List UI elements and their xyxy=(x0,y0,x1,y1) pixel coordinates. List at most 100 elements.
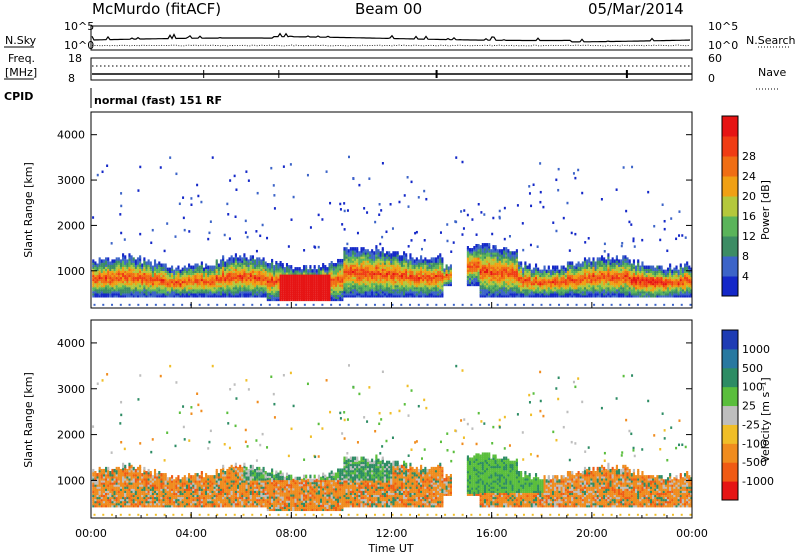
power-cell xyxy=(200,283,203,288)
power-cell xyxy=(130,267,133,271)
power-cell xyxy=(562,294,565,298)
power-cell xyxy=(686,263,689,267)
power-cell xyxy=(362,257,365,261)
power-cell xyxy=(471,280,474,285)
power-cell xyxy=(611,283,614,288)
power-cell xyxy=(324,295,327,300)
power-cell xyxy=(226,281,229,286)
power-cell xyxy=(409,292,412,296)
power-cell xyxy=(256,271,259,276)
power-cell xyxy=(669,263,672,267)
power-cell xyxy=(232,287,235,292)
power-cell xyxy=(566,273,570,278)
power-cell xyxy=(652,267,655,271)
freq-label-1: Freq. xyxy=(8,52,35,65)
power-cell xyxy=(320,273,323,277)
power-cell xyxy=(179,275,182,280)
power-cell xyxy=(239,287,242,292)
power-cell xyxy=(624,285,627,290)
power-cell xyxy=(107,279,110,284)
power-cell xyxy=(241,290,244,294)
power-cell xyxy=(322,295,325,300)
power-cell xyxy=(183,277,186,282)
noise-left-label: N.Sky xyxy=(5,34,37,47)
power-cell xyxy=(290,283,293,287)
power-cell xyxy=(222,265,225,269)
power-cell xyxy=(477,243,480,248)
power-cell xyxy=(256,292,259,296)
power-cell xyxy=(411,259,414,263)
power-cell xyxy=(632,263,636,267)
power-cell xyxy=(524,285,527,290)
power-cell xyxy=(360,269,363,274)
power-cell xyxy=(330,295,333,300)
power-cell xyxy=(430,290,433,294)
power-cell xyxy=(645,271,648,276)
power-cell xyxy=(232,279,235,284)
power-cell xyxy=(581,285,584,290)
power-cell xyxy=(134,273,137,278)
power-cell xyxy=(245,285,248,290)
power-cell xyxy=(292,281,295,285)
power-cell xyxy=(409,281,412,286)
power-cell xyxy=(615,259,618,263)
power-cell xyxy=(403,261,406,265)
power-cell xyxy=(564,271,567,276)
power-cell xyxy=(473,260,476,264)
power-cell xyxy=(107,292,110,296)
power-cell xyxy=(347,257,350,261)
power-cell xyxy=(554,271,557,276)
power-cell xyxy=(600,265,604,269)
power-cell xyxy=(94,285,97,290)
power-cell xyxy=(628,281,631,286)
power-cell xyxy=(611,257,614,261)
power-cell xyxy=(213,265,216,269)
power-cell xyxy=(543,267,546,271)
power-cell xyxy=(473,280,476,285)
power-cell xyxy=(385,275,389,280)
power-cell xyxy=(626,275,629,280)
power-cell xyxy=(403,265,406,269)
power-cell xyxy=(430,275,433,280)
power-cell xyxy=(143,294,146,298)
power-cell xyxy=(290,267,293,271)
power-cell xyxy=(560,279,563,284)
power-cell xyxy=(164,281,167,286)
power-cell xyxy=(339,258,342,263)
power-cell xyxy=(596,259,599,263)
power-cell xyxy=(588,271,591,276)
power-cell xyxy=(224,283,227,288)
power-cell xyxy=(213,277,216,282)
power-cell xyxy=(511,271,514,276)
power-cell xyxy=(251,277,254,282)
power-cell xyxy=(356,287,359,292)
power-cell xyxy=(385,251,389,255)
power-cell xyxy=(366,281,369,286)
power-cell xyxy=(643,275,646,280)
power-cell xyxy=(426,285,429,290)
power-cell xyxy=(92,287,95,292)
power-cell xyxy=(171,269,174,274)
power-cell xyxy=(383,290,386,294)
power-cell xyxy=(405,265,408,269)
power-cell xyxy=(320,283,323,287)
power-cell xyxy=(205,275,208,280)
power-cell xyxy=(122,255,125,259)
power-cell xyxy=(581,263,584,267)
power-cell xyxy=(177,265,180,269)
power-cell xyxy=(473,270,476,274)
power-cell xyxy=(266,265,269,269)
power-cell xyxy=(136,275,140,280)
power-cell xyxy=(486,245,489,249)
power-cell xyxy=(430,271,433,276)
power-cell xyxy=(607,261,610,265)
power-cell xyxy=(505,249,508,253)
power-cell xyxy=(511,251,514,255)
power-cell xyxy=(230,285,233,290)
power-cell xyxy=(388,259,391,263)
power-cell xyxy=(205,279,208,284)
power-cell xyxy=(139,232,142,236)
power-cell xyxy=(285,275,289,279)
power-cell xyxy=(309,291,312,296)
power-cell xyxy=(345,253,348,257)
